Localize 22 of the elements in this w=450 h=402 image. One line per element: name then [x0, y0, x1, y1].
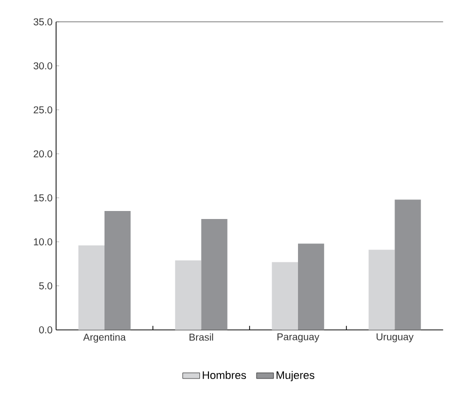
y-tick-label: 25.0 — [34, 106, 52, 114]
x-tick-label: Argentina — [83, 333, 126, 343]
bar — [175, 260, 202, 330]
x-tick-label: Uruguay — [376, 333, 414, 342]
y-tick-label: 10.0 — [34, 238, 52, 246]
x-tick-label: Paraguay — [277, 333, 320, 342]
x-tick-label: Brasil — [190, 333, 214, 341]
y-tick-label: 0.0 — [39, 326, 52, 334]
bar — [368, 250, 395, 330]
bar — [78, 245, 104, 330]
y-tick-label: 15.0 — [34, 194, 52, 202]
bar — [298, 244, 324, 330]
y-tick-label: 30.0 — [34, 62, 52, 70]
legend-label: Mujeres — [276, 370, 314, 382]
bar — [104, 211, 131, 330]
bar — [201, 218, 228, 330]
y-tick-label: 35.0 — [34, 18, 52, 26]
bar — [272, 262, 298, 330]
bar — [394, 200, 421, 330]
y-tick-label: 5.0 — [39, 282, 52, 290]
y-tick-label: 20.0 — [34, 150, 52, 158]
legend-label: Hombres — [202, 370, 246, 380]
